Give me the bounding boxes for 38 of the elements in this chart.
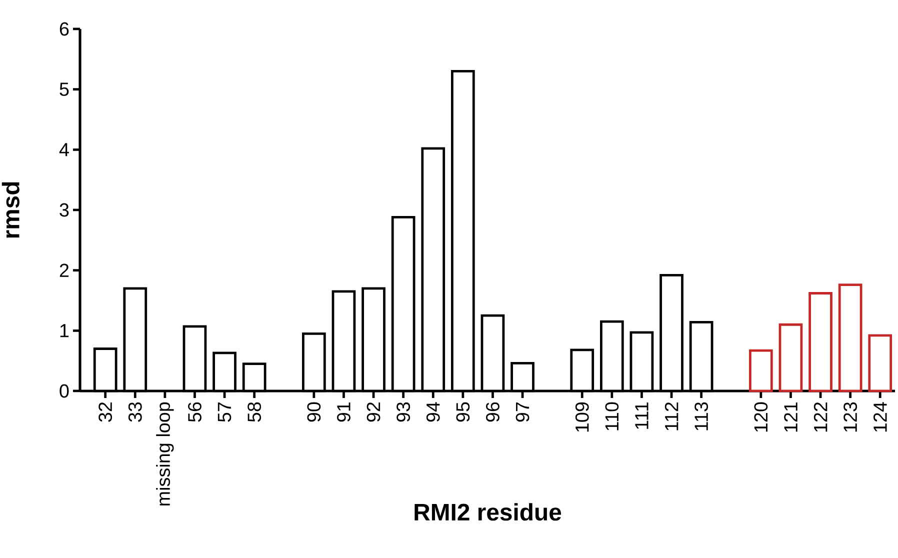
x-tick-label: 56: [188, 402, 202, 422]
x-tick-label: 111: [635, 402, 648, 429]
x-tick-label: 109: [575, 402, 589, 432]
x-tick-label: 32: [98, 402, 112, 422]
y-tick-label: 0: [60, 384, 69, 398]
x-tick-label: 124: [874, 402, 887, 432]
y-tick-label: 1: [60, 324, 69, 338]
x-tick-label: 122: [814, 402, 828, 432]
y-tick-label: 6: [60, 22, 69, 36]
y-tick-label: 5: [60, 82, 69, 96]
x-tick-label: 93: [396, 402, 410, 422]
y-axis-title: rmsd: [2, 182, 20, 238]
x-tick-label: missing loop: [156, 402, 174, 506]
bar: [748, 349, 773, 392]
x-tick-label: 97: [516, 402, 530, 422]
x-tick-label: 92: [366, 402, 380, 422]
x-tick-label: 90: [307, 402, 321, 422]
x-tick-label: 113: [694, 402, 708, 430]
x-axis-title: RMI2 residue: [414, 503, 562, 521]
y-tick-label: 4: [59, 143, 69, 156]
x-tick-label: 121: [784, 402, 798, 432]
x-tick-label: 57: [218, 402, 232, 422]
x-tick-label: 112: [664, 402, 678, 430]
bar: [778, 323, 803, 392]
x-tick-label: 96: [486, 402, 500, 422]
x-tick-label: 33: [128, 402, 142, 422]
x-tick-label: 110: [605, 402, 619, 430]
x-tick-label: 123: [844, 402, 858, 432]
bar: [808, 292, 832, 392]
x-tick-label: 58: [248, 402, 262, 422]
bar: [868, 334, 892, 392]
bar: [838, 284, 862, 392]
x-tick-label: 120: [754, 402, 768, 432]
x-tick-label: 91: [337, 402, 350, 422]
y-tick-label: 2: [60, 264, 69, 277]
x-tick-label: 94: [426, 402, 440, 422]
x-tick-label: 95: [456, 402, 470, 422]
y-tick-label: 3: [60, 203, 69, 217]
